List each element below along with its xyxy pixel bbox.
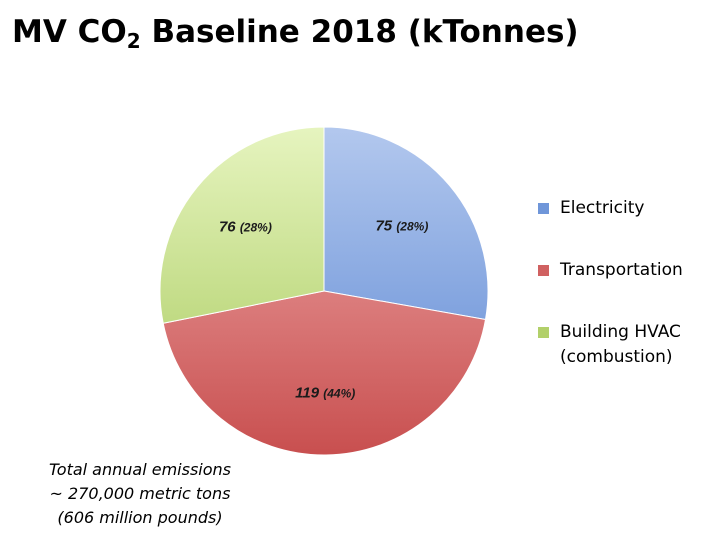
note-line-3: (606 million pounds)	[57, 508, 223, 527]
legend-item-electricity: Electricity	[538, 196, 706, 258]
total-emissions-note: Total annual emissions ~ 270,000 metric …	[18, 458, 262, 530]
pie-slice-electricity	[323, 126, 489, 321]
legend-label-building-hvac-line2: (combustion)	[560, 347, 673, 367]
chart-title-subscript: 2	[126, 29, 141, 53]
chart-title-prefix: MV CO	[12, 14, 127, 50]
pie-labels: 75 (28%) 119 (44%) 76 (28%)	[219, 218, 428, 402]
pie-slices	[159, 126, 489, 456]
pie-slice-building-hvac-combustion	[159, 126, 325, 324]
legend: Electricity Transportation Building HVAC…	[538, 196, 706, 370]
legend-label-building-hvac-line1: Building HVAC	[560, 322, 681, 342]
chart-title-suffix: Baseline 2018 (kTonnes)	[140, 14, 579, 50]
legend-label-electricity: Electricity	[560, 198, 645, 218]
legend-label-transportation: Transportation	[560, 260, 683, 280]
chart-title: MV CO2 Baseline 2018 (kTonnes)	[12, 6, 579, 58]
legend-swatch-building-hvac	[538, 327, 549, 338]
note-line-1: Total annual emissions	[48, 460, 231, 479]
slice-label-electricity: 75 (28%)	[375, 218, 428, 235]
legend-item-transportation: Transportation	[538, 258, 706, 320]
pie-slice-transportation	[162, 290, 487, 456]
legend-swatch-transportation	[538, 265, 549, 276]
slice-label-building-hvac-combustion: 76 (28%)	[219, 219, 272, 236]
note-line-2: ~ 270,000 metric tons	[49, 484, 231, 503]
legend-swatch-electricity	[538, 203, 549, 214]
legend-item-building-hvac: Building HVAC (combustion)	[538, 320, 706, 370]
slice-label-transportation: 119 (44%)	[295, 385, 355, 402]
